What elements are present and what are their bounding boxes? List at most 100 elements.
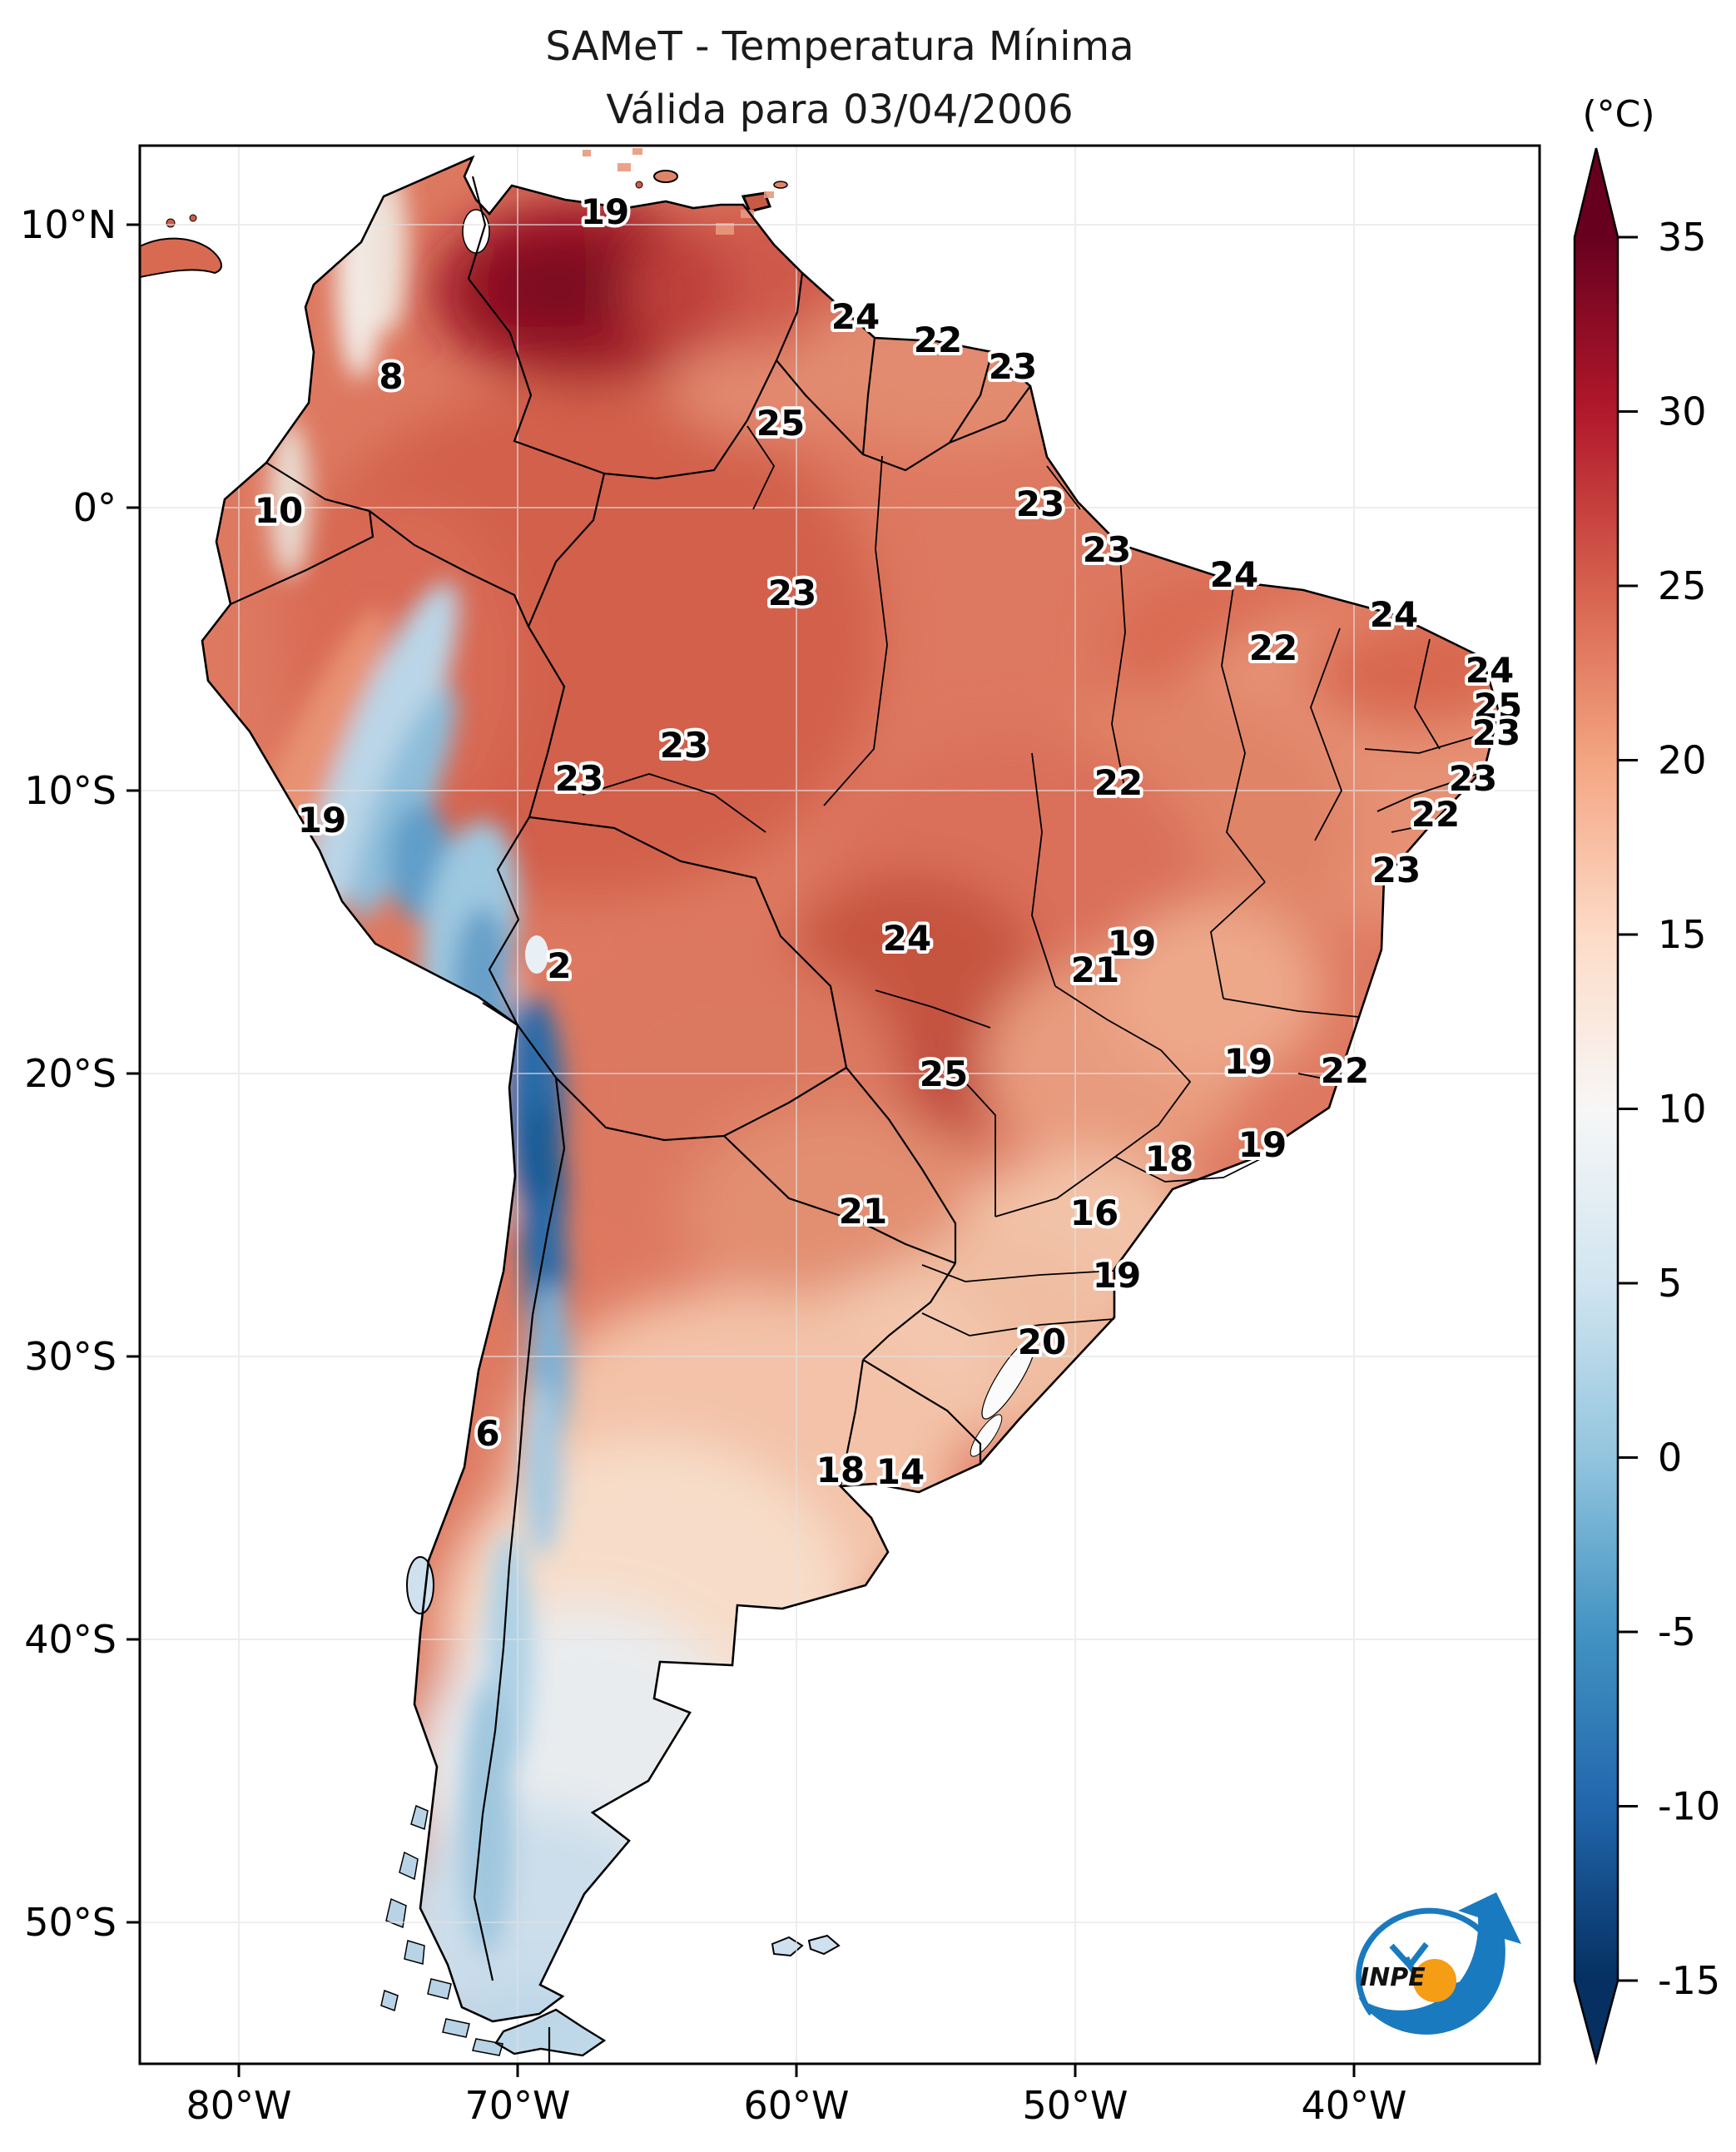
lake-titicaca (525, 935, 548, 974)
temp-label: 23 (555, 758, 603, 799)
colorbar-tick-label: -15 (1658, 1958, 1720, 2003)
temp-label: 25 (920, 1054, 968, 1094)
temp-label: 18 (816, 1450, 865, 1490)
temp-label: 23 (768, 573, 816, 613)
temp-label: 23 (1472, 712, 1520, 753)
islands (140, 148, 841, 2056)
colorbar-tick-label: 5 (1658, 1261, 1682, 1306)
temp-label: 22 (914, 320, 962, 360)
colorbar-unit-label: (°C) (1582, 93, 1654, 136)
temp-label: 25 (756, 403, 805, 444)
colorbar-top-arrow (1575, 148, 1618, 237)
temp-label: 23 (1083, 529, 1131, 570)
isla-margarita (653, 170, 678, 183)
caribbean-sea-pixels (583, 148, 774, 235)
colorbar-tick-label: 20 (1658, 738, 1707, 783)
inpe-logo: INPE (1356, 1892, 1521, 2035)
lon-tick-label: 50°W (1022, 2083, 1128, 2128)
temp-label: 19 (1238, 1124, 1287, 1165)
station-labels: 1982422232510232323242422242523232223222… (251, 188, 1525, 1495)
lat-tick-label: 50°S (24, 1900, 117, 1945)
map-area: 1982422232510232323242422242523232223222… (140, 146, 1540, 2064)
temp-label: 19 (1108, 923, 1156, 964)
lakes (462, 209, 1036, 1457)
temp-label: 22 (1249, 627, 1297, 668)
temp-label: 23 (660, 725, 708, 766)
temp-label: 23 (1016, 483, 1064, 524)
temp-label: 19 (1093, 1255, 1141, 1296)
temp-label: 24 (1466, 650, 1514, 691)
colorbar-ticks: 35 30 25 20 15 10 5 0 -5 -10 -15 (1618, 215, 1720, 2003)
trinidad (741, 191, 771, 213)
lat-tick-label: 30°S (24, 1334, 117, 1379)
inpe-logo-text: INPE (1360, 1963, 1426, 1992)
lat-tick-label: 20°S (24, 1051, 117, 1096)
lon-tick-label: 40°W (1301, 2083, 1406, 2128)
title-line1: SAMeT - Temperatura Mínima (545, 23, 1133, 70)
lagoa-dos-patos (981, 1338, 1036, 1420)
temp-label: 20 (1018, 1321, 1066, 1362)
lagoa-mirim (970, 1414, 1003, 1457)
panama-isthmus (140, 237, 222, 279)
temp-label: 22 (1094, 762, 1143, 803)
temp-label: 16 (1070, 1193, 1118, 1233)
colorbar-tick-label: -10 (1658, 1784, 1720, 1829)
lat-tick-label: 0° (73, 485, 117, 530)
state-borders (582, 425, 1490, 1336)
colorbar-tick-label: -5 (1658, 1609, 1696, 1654)
temp-label: 23 (1449, 758, 1497, 799)
temp-label: 10 (255, 490, 303, 531)
lat-tick-label: 10°S (24, 768, 117, 813)
country-borders (230, 176, 1031, 2064)
temp-label: 18 (1145, 1138, 1193, 1179)
colorbar-tick-label: 15 (1658, 912, 1707, 957)
inpe-swirl-outer (1356, 1907, 1490, 2016)
colorbar-tick-label: 10 (1658, 1087, 1707, 1132)
axes: 10°N 0° 10°S 20°S 30°S 40°S 50°S 80°W 70°W 60°W 50… (20, 202, 1406, 2128)
temp-label: 21 (839, 1191, 887, 1232)
title-line2: Válida para 03/04/2006 (606, 87, 1073, 133)
falkland-islands (771, 1934, 841, 1957)
temp-label: 23 (1372, 850, 1421, 890)
temp-label: 21 (1071, 950, 1119, 990)
inpe-arrow (1358, 1892, 1521, 2035)
graticule (140, 146, 1540, 2064)
inpe-orange-dot (1413, 1959, 1456, 2002)
temp-label: 22 (1321, 1050, 1369, 1091)
temp-label: 14 (876, 1451, 925, 1492)
colorbar-bottom-arrow (1575, 1981, 1618, 2061)
inpe-swirl-arrowhead (1389, 1941, 1429, 1969)
temp-label: 24 (1210, 554, 1258, 595)
temp-label: 24 (883, 918, 931, 959)
temp-label: 23 (989, 346, 1037, 387)
temp-label: 8 (379, 356, 403, 397)
plot-frame (138, 144, 1541, 2065)
temp-label: 25 (1474, 686, 1522, 726)
temp-label: 24 (1370, 594, 1418, 635)
lon-tick-label: 70°W (464, 2083, 570, 2128)
colorbar-tick-label: 35 (1658, 215, 1707, 260)
colorbar-tick-label: 0 (1658, 1435, 1682, 1480)
colorbar-tick-label: 25 (1658, 563, 1707, 608)
lon-tick-label: 80°W (186, 2083, 291, 2128)
temp-label: 19 (581, 191, 629, 232)
lat-tick-label: 40°S (24, 1617, 117, 1662)
colorbar: (°C) 35 30 25 20 15 10 5 0 -5 -10 -15 (1573, 93, 1720, 2065)
colorbar-gradient-bar (1575, 237, 1618, 1981)
temp-label: 24 (831, 296, 880, 337)
temp-label: 2 (547, 945, 571, 986)
temp-label: 6 (475, 1413, 499, 1454)
colorbar-tick-label: 30 (1658, 389, 1707, 434)
chiloe-island (406, 1556, 434, 1614)
tdf-coastline (494, 2008, 607, 2057)
borders (201, 155, 1500, 2064)
temp-label: 22 (1411, 794, 1460, 835)
temp-label: 19 (1224, 1041, 1272, 1082)
temp-label: 19 (298, 800, 346, 840)
lat-tick-label: 10°N (20, 202, 117, 247)
lon-tick-label: 60°W (743, 2083, 849, 2128)
tobago (773, 181, 788, 189)
lake-maracaibo (462, 209, 490, 254)
